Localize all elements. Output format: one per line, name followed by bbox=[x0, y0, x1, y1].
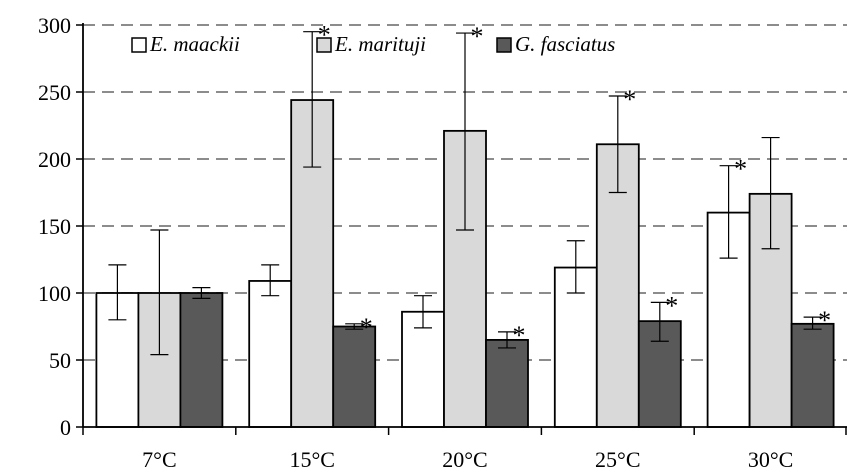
y-tick-label-100: 100 bbox=[38, 281, 71, 306]
significance-star-2-3: * bbox=[665, 291, 678, 320]
y-tick-label-150: 150 bbox=[38, 214, 71, 239]
bar-2-2 bbox=[485, 338, 529, 428]
y-tick-label-250: 250 bbox=[38, 80, 71, 105]
x-tick-label-1: 15°C bbox=[289, 447, 334, 472]
bar-2-1 bbox=[332, 325, 377, 428]
legend-swatch-1 bbox=[316, 37, 332, 53]
bar-0-3 bbox=[553, 266, 598, 428]
legend-swatch-0 bbox=[131, 37, 147, 53]
bar-2-4 bbox=[790, 322, 835, 428]
y-tick-label-300: 300 bbox=[38, 13, 71, 38]
x-tick-label-3: 25°C bbox=[595, 447, 640, 472]
x-tick-label-0: 7°C bbox=[142, 447, 176, 472]
significance-markers: ** *** *** bbox=[318, 21, 831, 350]
bar-2-0 bbox=[179, 292, 224, 428]
y-tick-label-50: 50 bbox=[49, 348, 71, 373]
legend-label-0: E. maackii bbox=[149, 32, 240, 56]
y-tick-label-0: 0 bbox=[60, 415, 71, 440]
significance-star-1-2: * bbox=[471, 22, 484, 51]
axes: 0 50 100 150 200 250 300 7°C 15°C 20°C 25°C 30°C bbox=[38, 13, 847, 472]
significance-star-1-3: * bbox=[623, 85, 636, 114]
significance-star-2-2: * bbox=[513, 321, 526, 350]
legend: E. maackii E. marituji G. fasciatus bbox=[131, 32, 615, 56]
bar-0-2 bbox=[401, 310, 445, 428]
legend-label-1: E. marituji bbox=[334, 32, 426, 56]
error-bars-group bbox=[108, 31, 822, 356]
significance-star-2-4: * bbox=[818, 306, 831, 335]
x-tick-label-4: 30°C bbox=[748, 447, 793, 472]
legend-swatch-2 bbox=[496, 37, 512, 53]
significance-star-0-4: * bbox=[734, 155, 747, 184]
x-tick-label-2: 20°C bbox=[442, 447, 487, 472]
legend-label-2: G. fasciatus bbox=[515, 32, 615, 56]
bar-0-1 bbox=[248, 280, 293, 428]
significance-star-2-1: * bbox=[360, 313, 373, 342]
y-tick-label-200: 200 bbox=[38, 147, 71, 172]
